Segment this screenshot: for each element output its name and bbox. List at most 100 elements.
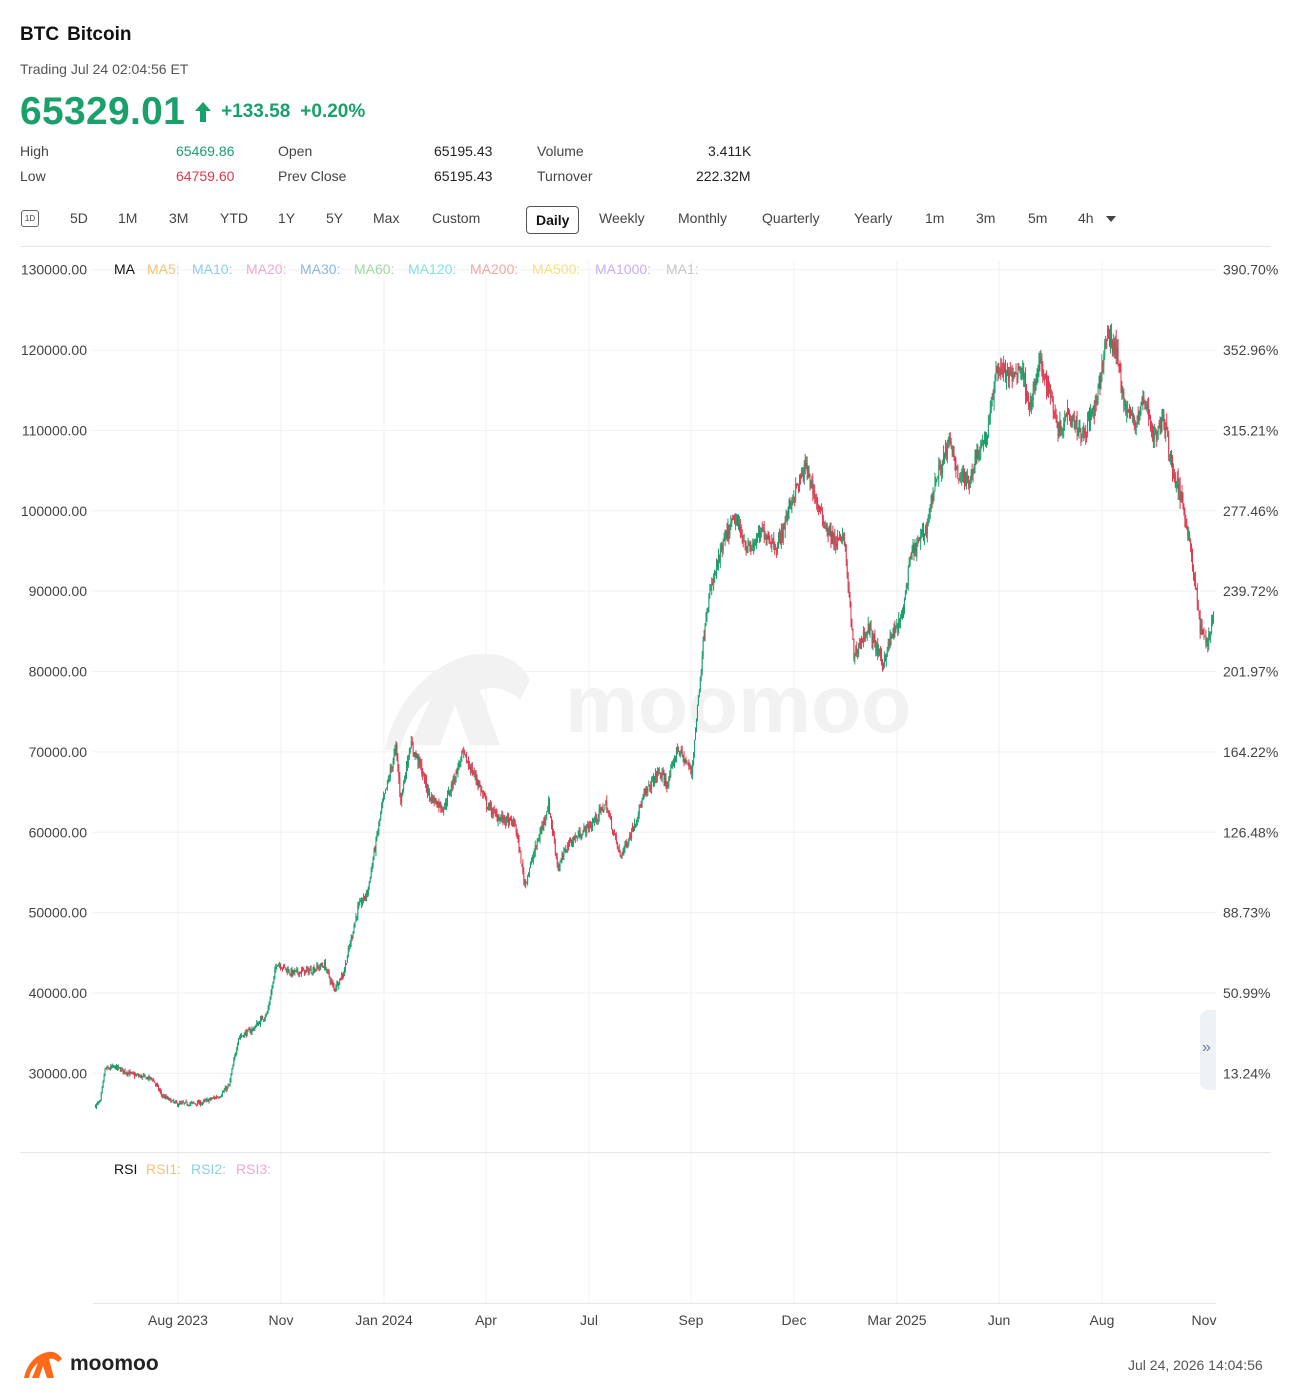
candle-body (779, 535, 781, 544)
candle-body (447, 794, 448, 803)
candle-body (315, 969, 317, 971)
candle-body (348, 946, 350, 949)
ma-legend-item[interactable]: MA60: (354, 261, 394, 277)
candle-body (725, 531, 727, 536)
period-ytd[interactable]: YTD (220, 210, 248, 226)
ma-legend-item[interactable]: MA500: (532, 261, 580, 277)
candle-body (495, 813, 497, 815)
candle-body (675, 757, 676, 759)
candle-body (708, 597, 710, 608)
candle-body (197, 1101, 199, 1106)
period-3min[interactable]: 3m (976, 210, 996, 226)
candle-body (948, 435, 950, 443)
period-5min[interactable]: 5m (1028, 210, 1048, 226)
ma-legend-item[interactable]: MA1000: (595, 261, 651, 277)
candle-body (989, 410, 991, 419)
candle-body (282, 964, 284, 968)
candle-body (1038, 361, 1040, 371)
candle-body (416, 754, 418, 758)
candle-body (473, 772, 475, 775)
candle-body (930, 496, 932, 506)
period-4h[interactable]: 4h (1078, 210, 1094, 226)
candle-body (474, 773, 476, 776)
candle-body (173, 1100, 175, 1102)
period-weekly[interactable]: Weekly (599, 210, 645, 226)
period-1y[interactable]: 1Y (278, 210, 296, 226)
candle-body (332, 982, 334, 986)
candle-body (964, 476, 965, 482)
candle-body (303, 968, 304, 971)
stat-value-low: 64759.60 (176, 168, 235, 184)
candle-body (757, 535, 758, 537)
side-panel-tab[interactable] (1200, 1010, 1216, 1090)
period-custom[interactable]: Custom (432, 210, 481, 226)
candle-body (205, 1099, 207, 1101)
candle-body (159, 1090, 161, 1092)
ma-legend-item[interactable]: MA5: (147, 261, 180, 277)
candle-body (847, 571, 849, 589)
candle-body (138, 1075, 140, 1077)
period-3m[interactable]: 3M (169, 210, 189, 226)
candle-body (923, 531, 924, 536)
period-monthly[interactable]: Monthly (678, 210, 728, 226)
candle-body (933, 492, 935, 496)
candle-body (259, 1022, 261, 1024)
period-5d[interactable]: 5D (70, 210, 88, 226)
rsi-legend-item[interactable]: RSI3: (236, 1161, 271, 1177)
chevron-down-icon[interactable] (1106, 216, 1116, 222)
rsi-legend-item[interactable]: RSI1: (146, 1161, 181, 1177)
candle-body (918, 539, 920, 541)
candle-body (578, 831, 580, 837)
double-chevron-right-icon[interactable]: » (1202, 1039, 1211, 1056)
candle-body (606, 800, 608, 812)
candle-body (554, 842, 556, 853)
candle-body (1127, 409, 1129, 412)
candle-body (1098, 381, 1100, 388)
period-quarterly[interactable]: Quarterly (762, 210, 820, 226)
rsi-legend-item[interactable]: RSI2: (191, 1161, 226, 1177)
candle-body (131, 1072, 133, 1074)
ma-legend-item[interactable]: MA20: (246, 261, 286, 277)
ma-legend-item[interactable]: MA1: (666, 261, 699, 277)
period-1d-icon[interactable]: 1D (21, 210, 39, 227)
candle-body (167, 1097, 169, 1100)
candle-body (676, 747, 678, 750)
candle-body (241, 1035, 242, 1037)
candle-body (96, 1103, 97, 1108)
candle-body (450, 784, 452, 793)
candle-body (619, 850, 621, 857)
candle-body (231, 1069, 233, 1075)
candle-body (721, 544, 723, 553)
period-1m[interactable]: 1M (118, 210, 138, 226)
candle-body (797, 484, 799, 486)
candle-body (853, 638, 855, 660)
candle-body (152, 1079, 154, 1081)
candle-body (428, 789, 430, 797)
ma-legend-item[interactable]: MA10: (192, 261, 232, 277)
candle-body (1016, 375, 1018, 378)
candle-body (701, 656, 703, 672)
candle-body (785, 514, 787, 516)
candle-body (1045, 374, 1047, 379)
candle-body (1184, 512, 1186, 520)
period-5y[interactable]: 5Y (326, 210, 344, 226)
period-daily[interactable]: Daily (526, 206, 580, 234)
candle-body (244, 1032, 246, 1034)
candle-body (282, 967, 283, 969)
candle-body (418, 757, 420, 765)
ma-legend-item[interactable]: MA200: (470, 261, 518, 277)
candle-body (548, 800, 550, 812)
candle-body (489, 803, 491, 806)
period-max[interactable]: Max (373, 210, 400, 226)
candle-body (503, 815, 505, 821)
candle-body (957, 465, 959, 478)
candle-body (756, 533, 758, 545)
candle-body (1128, 410, 1130, 413)
period-1min[interactable]: 1m (925, 210, 945, 226)
ma-legend-item[interactable]: MA120: (408, 261, 456, 277)
period-yearly[interactable]: Yearly (854, 210, 893, 226)
ma-legend-item[interactable]: MA30: (300, 261, 340, 277)
candle-body (751, 548, 753, 550)
candle-body (441, 808, 443, 810)
